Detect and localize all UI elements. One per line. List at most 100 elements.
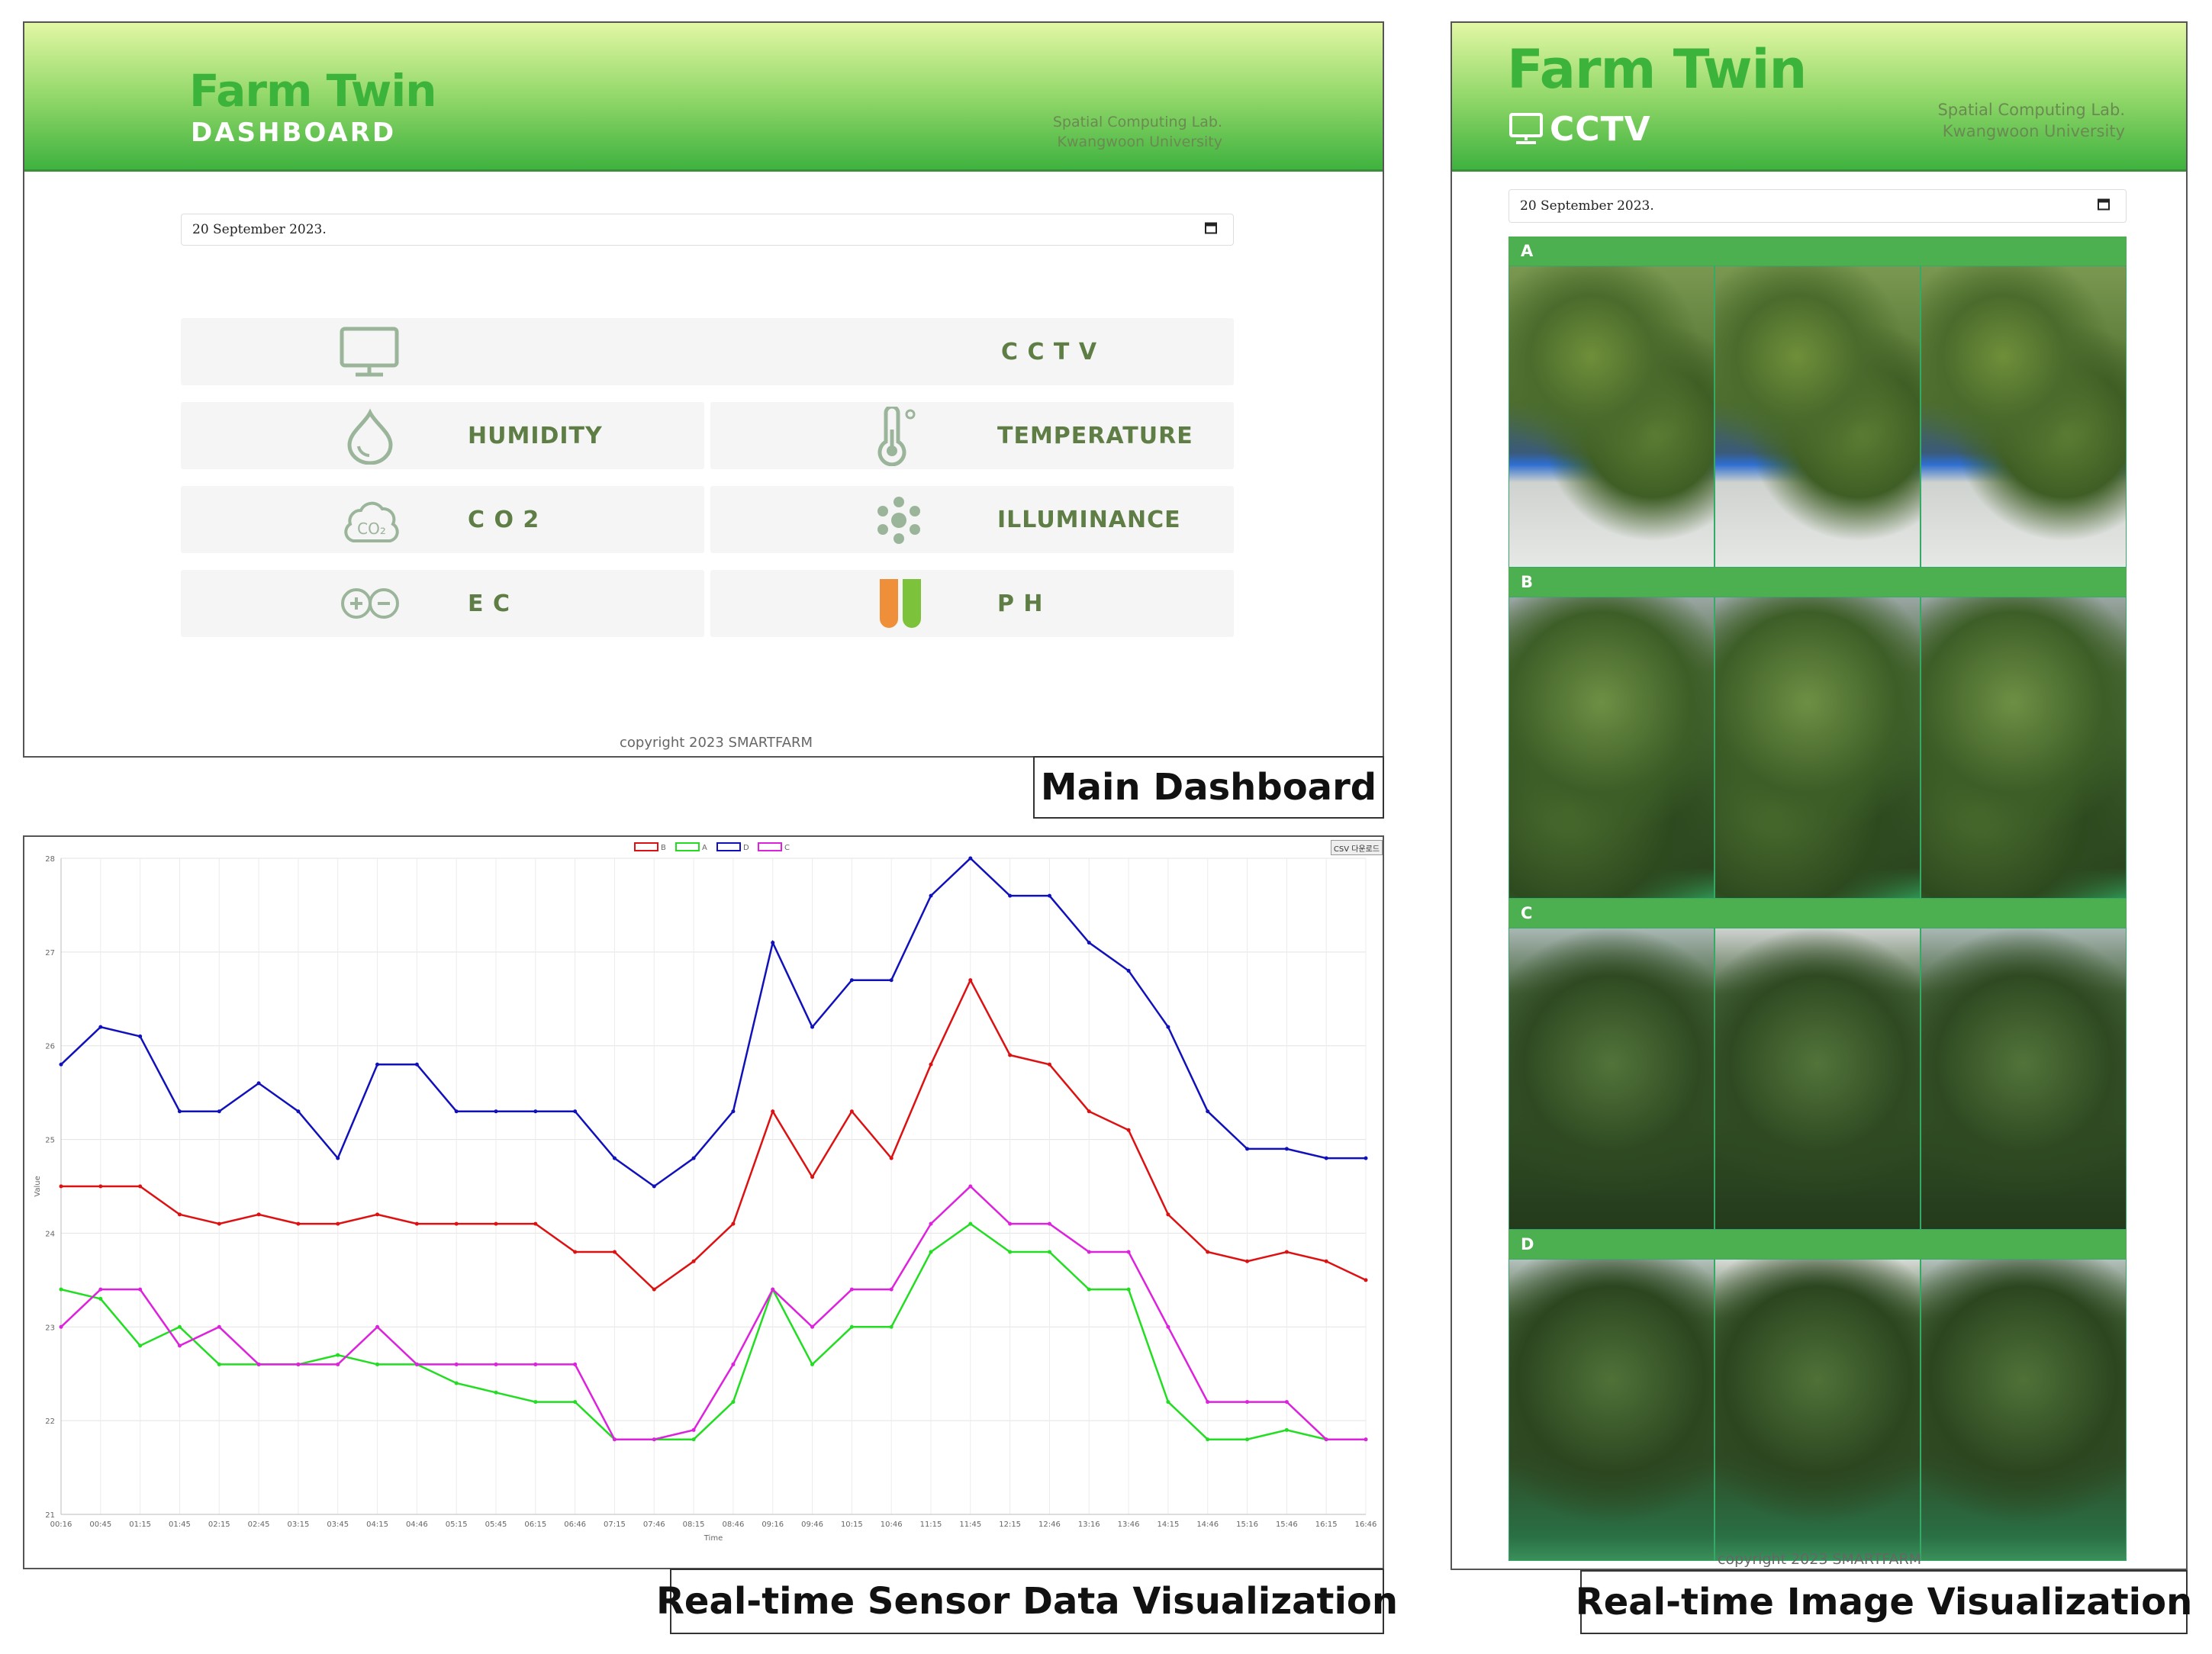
x-tick-label: 05:15 [446,1520,468,1529]
data-point-c [691,1427,696,1432]
cctv-image[interactable] [1715,265,1921,568]
data-point-b [691,1259,696,1263]
x-tick-label: 00:16 [50,1520,72,1529]
data-point-b [968,978,973,983]
x-tick-label: 08:46 [722,1520,744,1529]
co2-icon-text: CO₂ [357,520,386,538]
data-point-a [494,1390,498,1395]
temperature-label: TEMPERATURE [997,423,1193,449]
data-point-d [217,1109,221,1114]
calendar-icon[interactable] [1204,221,1218,239]
data-point-c [256,1362,261,1366]
series-line-d [60,857,1366,1188]
data-point-a [810,1362,815,1366]
data-point-a [1284,1427,1289,1432]
cctv-card[interactable]: C C T V [181,318,1234,385]
ph-card[interactable]: P H [710,570,1234,637]
cctv-image[interactable] [1921,1259,2127,1561]
x-tick-label: 07:15 [604,1520,626,1529]
cctv-section-a-header: A [1508,237,2127,265]
data-point-d [1284,1147,1289,1151]
data-point-d [375,1062,380,1067]
cctv-image[interactable] [1921,265,2127,568]
cctv-image[interactable] [1715,597,1921,899]
data-point-a [454,1381,459,1385]
data-point-c [1364,1437,1368,1442]
main-dashboard-panel: Farm Twin DASHBOARD Spatial Computing La… [23,21,1384,758]
data-point-a [1047,1250,1051,1254]
y-tick-label: 24 [45,1230,55,1238]
y-tick-label: 23 [45,1324,55,1332]
data-point-b [494,1221,498,1226]
co2-cloud-icon: CO₂ [343,492,401,552]
cctv-brand-logo[interactable]: Farm Twin [1507,38,1807,101]
humidity-card[interactable]: HUMIDITY [181,402,704,469]
data-point-b [929,1062,933,1067]
y-tick-label: 22 [45,1417,55,1426]
cctv-image[interactable] [1508,928,1715,1230]
data-point-c [573,1362,578,1366]
sensor-line-chart: 21 22 23 24 25 26 27 28 00:16 00:45 01:15 01:45 02:1… [34,842,1376,1543]
ec-card[interactable]: E C [181,570,704,637]
data-point-d [296,1109,301,1114]
data-point-d [454,1109,459,1114]
co2-label: C O 2 [468,507,540,533]
cctv-image[interactable] [1508,1259,1715,1561]
cctv-subtitle: CCTV [1550,110,1651,149]
cctv-header: Farm Twin CCTV Spatial Computing Lab. Kw… [1452,23,2186,172]
temperature-card[interactable]: TEMPERATURE [710,402,1234,469]
data-point-c [336,1362,340,1366]
data-point-d [1206,1109,1210,1114]
y-tick-label: 28 [45,855,55,864]
data-point-c [849,1287,854,1292]
brand-logo[interactable]: Farm Twin [189,65,437,117]
x-tick-label: 06:46 [564,1520,586,1529]
data-point-b [1166,1212,1170,1217]
data-point-c [771,1287,775,1292]
illuminance-label: ILLUMINANCE [997,507,1181,533]
x-tick-label: 12:15 [999,1520,1021,1529]
csv-download-button[interactable]: CSV 다운로드 [1331,840,1383,855]
data-point-a [968,1221,973,1226]
data-point-b [889,1156,893,1160]
cctv-image[interactable] [1921,597,2127,899]
cctv-section-d-header: D [1508,1230,2127,1259]
cctv-image[interactable] [1715,1259,1921,1561]
monitor-icon [1508,111,1544,150]
sun-flower-icon [874,494,924,550]
data-point-d [652,1184,656,1189]
data-point-b [1284,1250,1289,1254]
data-point-b [652,1287,656,1292]
co2-card[interactable]: CO₂ C O 2 [181,486,704,553]
data-point-d [533,1109,538,1114]
cctv-image[interactable] [1508,265,1715,568]
data-point-b [1047,1062,1051,1067]
data-point-b [1008,1053,1013,1057]
cctv-image[interactable] [1508,597,1715,899]
y-tick-label: 27 [45,949,55,957]
legend-swatch-d [716,842,741,851]
series-line-c [60,1185,1366,1440]
data-point-a [375,1362,380,1366]
cctv-date-picker[interactable]: 20 September 2023. [1508,189,2127,223]
x-tick-label: 07:46 [643,1520,665,1529]
data-point-b [336,1221,340,1226]
data-point-c [494,1362,498,1366]
data-point-c [1245,1400,1250,1405]
date-picker[interactable]: 20 September 2023. [181,214,1234,246]
data-point-c [1206,1400,1210,1405]
x-tick-label: 03:15 [287,1520,309,1529]
data-point-c [889,1287,893,1292]
x-tick-label: 05:45 [485,1520,507,1529]
ph-label: P H [997,590,1044,617]
data-point-d [414,1062,419,1067]
data-point-b [138,1184,143,1189]
calendar-icon[interactable] [2097,198,2111,215]
cctv-image[interactable] [1715,928,1921,1230]
data-point-d [59,1062,63,1067]
monitor-icon [339,326,400,382]
cctv-image[interactable] [1921,928,2127,1230]
sensor-visualization-caption: Real-time Sensor Data Visualization [656,1569,1398,1634]
y-tick-label: 21 [45,1511,55,1520]
illuminance-card[interactable]: ILLUMINANCE [710,486,1234,553]
